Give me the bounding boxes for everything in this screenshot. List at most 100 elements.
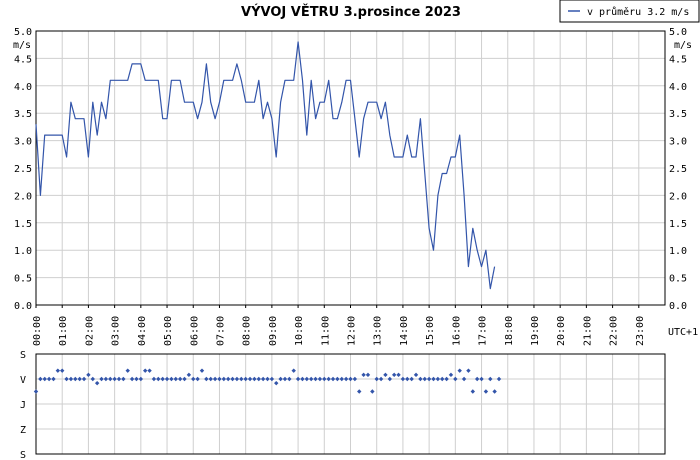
wind-direction-point bbox=[269, 376, 275, 382]
wind-direction-point bbox=[291, 368, 296, 373]
wind-direction-point bbox=[317, 376, 323, 382]
plot-frame bbox=[35, 30, 666, 306]
wind-direction-point bbox=[282, 376, 288, 382]
wind-direction-point bbox=[304, 376, 310, 382]
wind-direction-point bbox=[143, 368, 148, 373]
wind-direction-point bbox=[444, 376, 449, 382]
wind-direction-point bbox=[322, 376, 327, 382]
wind-direction-point bbox=[217, 376, 222, 382]
direction-plot-frame bbox=[35, 353, 666, 455]
wind-direction-point bbox=[492, 389, 497, 394]
wind-direction-point bbox=[77, 376, 82, 382]
wind-direction-point bbox=[64, 376, 69, 382]
wind-direction-point bbox=[60, 368, 65, 373]
wind-direction-point bbox=[108, 376, 113, 382]
x-tick-label: 12:00 bbox=[347, 316, 358, 346]
wind-direction-point bbox=[461, 376, 467, 382]
wind-direction-point bbox=[335, 376, 340, 382]
wind-direction-point bbox=[308, 376, 314, 382]
wind-direction-point bbox=[225, 376, 231, 382]
wind-direction-point bbox=[173, 376, 178, 382]
wind-direction-point bbox=[287, 376, 292, 382]
x-tick-label: 06:00 bbox=[189, 316, 200, 346]
wind-direction-point bbox=[479, 376, 484, 382]
wind-direction-point bbox=[313, 376, 318, 382]
wind-direction-point bbox=[247, 376, 253, 382]
x-tick-label: 18:00 bbox=[504, 316, 515, 346]
direction-tick-label: S bbox=[20, 350, 26, 361]
wind-direction-point bbox=[134, 376, 139, 382]
x-tick-label: 11:00 bbox=[320, 316, 331, 346]
y-tick-label: 2.0 bbox=[14, 191, 32, 202]
legend-box bbox=[559, 0, 700, 23]
x-tick-label: 13:00 bbox=[373, 316, 384, 346]
y-axis-unit-label: m/s bbox=[13, 40, 31, 51]
wind-direction-point bbox=[195, 376, 200, 382]
y-tick-label-right: 1.0 bbox=[669, 246, 687, 257]
y-tick-label-right: 1.5 bbox=[669, 219, 687, 230]
wind-direction-point bbox=[186, 372, 192, 378]
wind-speed-series-line bbox=[35, 41, 496, 290]
wind-direction-point bbox=[147, 368, 152, 373]
y-tick-label-right: 0.5 bbox=[669, 274, 687, 285]
y-tick-label: 3.5 bbox=[14, 109, 32, 120]
wind-direction-point bbox=[274, 380, 279, 386]
wind-direction-point bbox=[300, 376, 305, 382]
wind-direction-point bbox=[252, 376, 257, 382]
wind-direction-point bbox=[326, 376, 331, 382]
direction-tick-label: Z bbox=[20, 425, 26, 436]
wind-direction-point bbox=[470, 389, 476, 394]
y-tick-label: 3.0 bbox=[14, 137, 32, 148]
wind-direction-point bbox=[234, 376, 240, 382]
wind-direction-point bbox=[208, 376, 213, 382]
y-tick-label: 4.5 bbox=[14, 54, 32, 65]
wind-direction-point bbox=[68, 376, 74, 382]
y-axis-unit-label-right: m/s bbox=[674, 40, 692, 51]
wind-direction-point bbox=[177, 376, 183, 382]
y-tick-label: 0.0 bbox=[14, 301, 32, 312]
x-tick-label: 04:00 bbox=[137, 316, 148, 346]
wind-direction-point bbox=[51, 376, 56, 382]
wind-direction-point bbox=[448, 372, 454, 378]
y-tick-label-right: 0.0 bbox=[669, 301, 687, 312]
wind-direction-point bbox=[151, 376, 157, 382]
y-tick-label: 5.0 bbox=[14, 27, 32, 38]
x-tick-label: 17:00 bbox=[478, 316, 489, 346]
x-tick-label: 10:00 bbox=[294, 316, 305, 346]
wind-direction-point bbox=[46, 376, 52, 382]
wind-direction-point bbox=[295, 376, 301, 382]
wind-direction-point bbox=[400, 376, 406, 382]
direction-tick-label: V bbox=[20, 375, 26, 386]
wind-direction-point bbox=[265, 376, 270, 382]
wind-direction-point bbox=[156, 376, 161, 382]
wind-direction-point bbox=[221, 376, 227, 382]
wind-direction-point bbox=[413, 372, 419, 378]
wind-direction-point bbox=[73, 376, 78, 382]
wind-direction-point bbox=[199, 368, 205, 373]
y-tick-label-right: 5.0 bbox=[669, 27, 687, 38]
wind-direction-point bbox=[361, 372, 366, 378]
y-tick-label-right: 3.0 bbox=[669, 137, 687, 148]
wind-direction-point bbox=[38, 376, 43, 382]
x-tick-label: 14:00 bbox=[399, 316, 410, 346]
x-tick-label: 02:00 bbox=[84, 316, 95, 346]
chart-title: VÝVOJ VĚTRU 3.prosince 2023 bbox=[241, 4, 461, 20]
y-tick-label-right: 4.0 bbox=[669, 82, 687, 93]
wind-direction-point bbox=[99, 376, 104, 382]
legend: v průměru 3.2 m/s bbox=[559, 0, 700, 23]
wind-direction-point bbox=[256, 376, 261, 382]
wind-direction-point bbox=[352, 376, 358, 382]
wind-direction-point bbox=[330, 376, 336, 382]
wind-direction-point bbox=[112, 376, 117, 382]
wind-direction-point bbox=[191, 376, 196, 382]
x-tick-label: 19:00 bbox=[530, 316, 541, 346]
wind-direction-point bbox=[496, 376, 502, 382]
wind-direction-point bbox=[422, 376, 427, 382]
wind-direction-point bbox=[474, 376, 480, 382]
wind-direction-point bbox=[339, 376, 344, 382]
wind-direction-point bbox=[55, 368, 61, 373]
y-tick-label: 2.5 bbox=[14, 164, 32, 175]
y-tick-label-right: 2.5 bbox=[669, 164, 687, 175]
wind-direction-point bbox=[239, 376, 244, 382]
